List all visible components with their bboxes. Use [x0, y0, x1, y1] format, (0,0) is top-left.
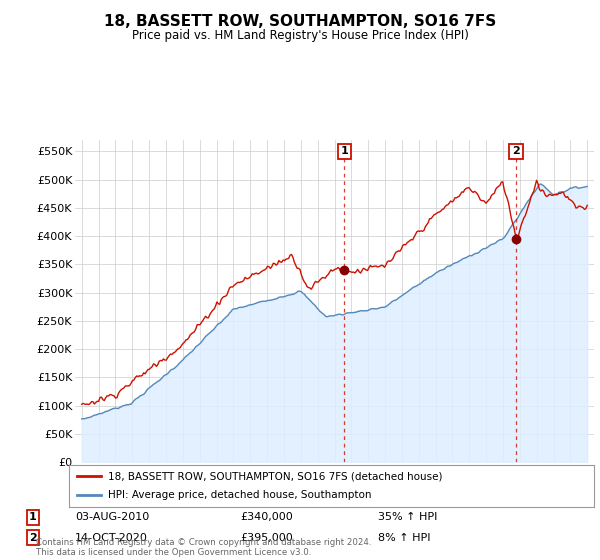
Text: 18, BASSETT ROW, SOUTHAMPTON, SO16 7FS (detached house): 18, BASSETT ROW, SOUTHAMPTON, SO16 7FS (…	[109, 471, 443, 481]
Text: 2: 2	[29, 533, 37, 543]
Text: HPI: Average price, detached house, Southampton: HPI: Average price, detached house, Sout…	[109, 491, 372, 501]
Text: £340,000: £340,000	[240, 512, 293, 522]
Text: 8% ↑ HPI: 8% ↑ HPI	[378, 533, 431, 543]
Text: 03-AUG-2010: 03-AUG-2010	[75, 512, 149, 522]
Text: Contains HM Land Registry data © Crown copyright and database right 2024.
This d: Contains HM Land Registry data © Crown c…	[36, 538, 371, 557]
Text: £395,000: £395,000	[240, 533, 293, 543]
Text: 14-OCT-2020: 14-OCT-2020	[75, 533, 148, 543]
Text: 1: 1	[29, 512, 37, 522]
Text: 18, BASSETT ROW, SOUTHAMPTON, SO16 7FS: 18, BASSETT ROW, SOUTHAMPTON, SO16 7FS	[104, 14, 496, 29]
Text: 2: 2	[512, 146, 520, 156]
Text: 1: 1	[340, 146, 348, 156]
Text: Price paid vs. HM Land Registry's House Price Index (HPI): Price paid vs. HM Land Registry's House …	[131, 29, 469, 42]
Text: 35% ↑ HPI: 35% ↑ HPI	[378, 512, 437, 522]
